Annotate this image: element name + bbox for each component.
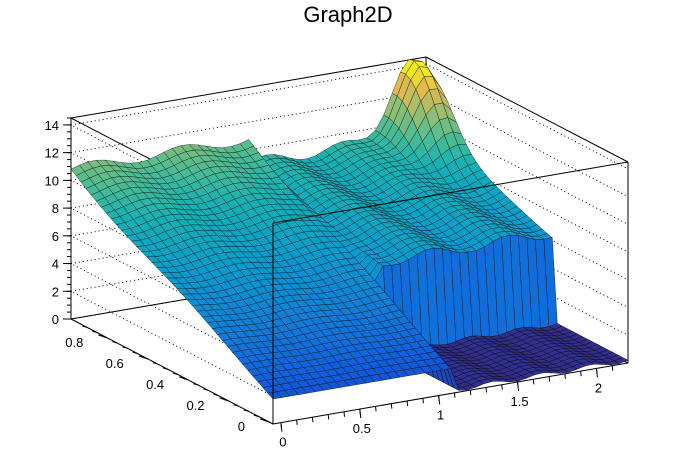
z-tick-label: 8 bbox=[52, 201, 59, 216]
z-tick-label: 12 bbox=[45, 146, 59, 161]
x-tick-label: 2 bbox=[595, 380, 602, 395]
z-axis: 0 2 4 6 8 10 12 14 bbox=[45, 117, 71, 327]
x-tick-label: 1 bbox=[437, 408, 444, 423]
surface-mesh bbox=[70, 58, 629, 400]
x-axis: 0 0.5 1 1.5 2 bbox=[279, 365, 614, 450]
x-tick-label: 1.5 bbox=[511, 394, 529, 409]
y-tick-label: 0.2 bbox=[186, 398, 204, 413]
y-axis: 0 0.2 0.4 0.6 0.8 bbox=[65, 325, 270, 434]
x-tick-label: 0.5 bbox=[353, 421, 371, 436]
y-tick-label: 0.8 bbox=[65, 335, 83, 350]
chart-title: Graph2D bbox=[303, 2, 392, 27]
y-tick-label: 0.6 bbox=[106, 356, 124, 371]
z-tick-label: 14 bbox=[45, 118, 59, 133]
z-tick-label: 2 bbox=[52, 284, 59, 299]
z-tick-label: 0 bbox=[52, 312, 59, 327]
surface-cell bbox=[267, 391, 282, 400]
z-tick-label: 4 bbox=[52, 257, 59, 272]
y-tick-label: 0.4 bbox=[146, 377, 164, 392]
y-tick-label: 0 bbox=[238, 419, 245, 434]
front-frame bbox=[272, 161, 629, 425]
z-tick-label: 10 bbox=[45, 173, 59, 188]
z-tick-label: 6 bbox=[52, 229, 59, 244]
x-tick-label: 0 bbox=[279, 435, 286, 450]
